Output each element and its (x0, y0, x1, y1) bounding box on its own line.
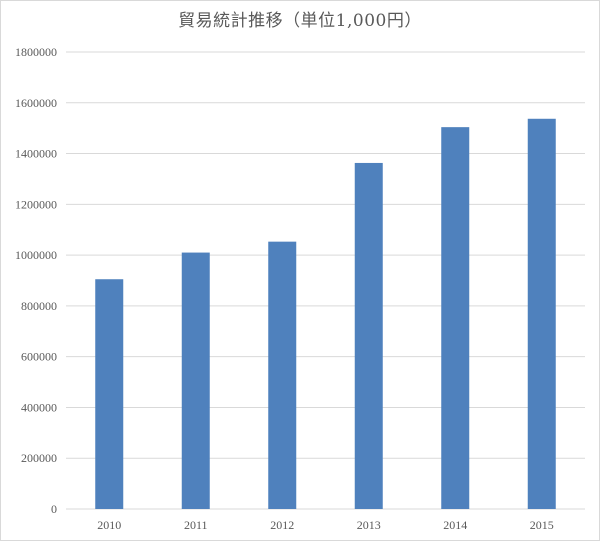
x-tick-label: 2013 (357, 518, 381, 532)
x-tick-label: 2010 (97, 518, 121, 532)
bar-2013 (354, 162, 383, 509)
y-tick-label: 1200000 (15, 197, 57, 211)
bars (95, 118, 556, 510)
y-tick-label: 400000 (21, 400, 57, 414)
y-axis-tick-labels: 0 200000 400000 600000 800000 1000000 1200000 1… (15, 45, 57, 516)
bar-2012 (268, 241, 297, 509)
x-tick-label: 2012 (270, 518, 294, 532)
gridlines (66, 51, 585, 510)
bar-2010 (95, 279, 124, 509)
x-axis-tick-labels: 2010 2011 2012 2013 2014 2015 (97, 518, 554, 532)
x-tick-label: 2015 (530, 518, 554, 532)
y-tick-label: 600000 (21, 350, 57, 364)
bar-2015 (527, 118, 556, 510)
bar-2014 (441, 127, 470, 509)
y-tick-label: 1800000 (15, 45, 57, 59)
y-tick-label: 1400000 (15, 147, 57, 161)
bar-2011 (181, 252, 210, 510)
x-tick-label: 2011 (184, 518, 208, 532)
y-tick-label: 0 (51, 502, 57, 516)
y-tick-label: 200000 (21, 451, 57, 465)
chart-title: 貿易統計推移（単位1,000円） (178, 11, 422, 31)
y-tick-label: 800000 (21, 299, 57, 313)
y-tick-label: 1000000 (15, 248, 57, 262)
x-tick-label: 2014 (443, 518, 467, 532)
y-tick-label: 1600000 (15, 96, 57, 110)
